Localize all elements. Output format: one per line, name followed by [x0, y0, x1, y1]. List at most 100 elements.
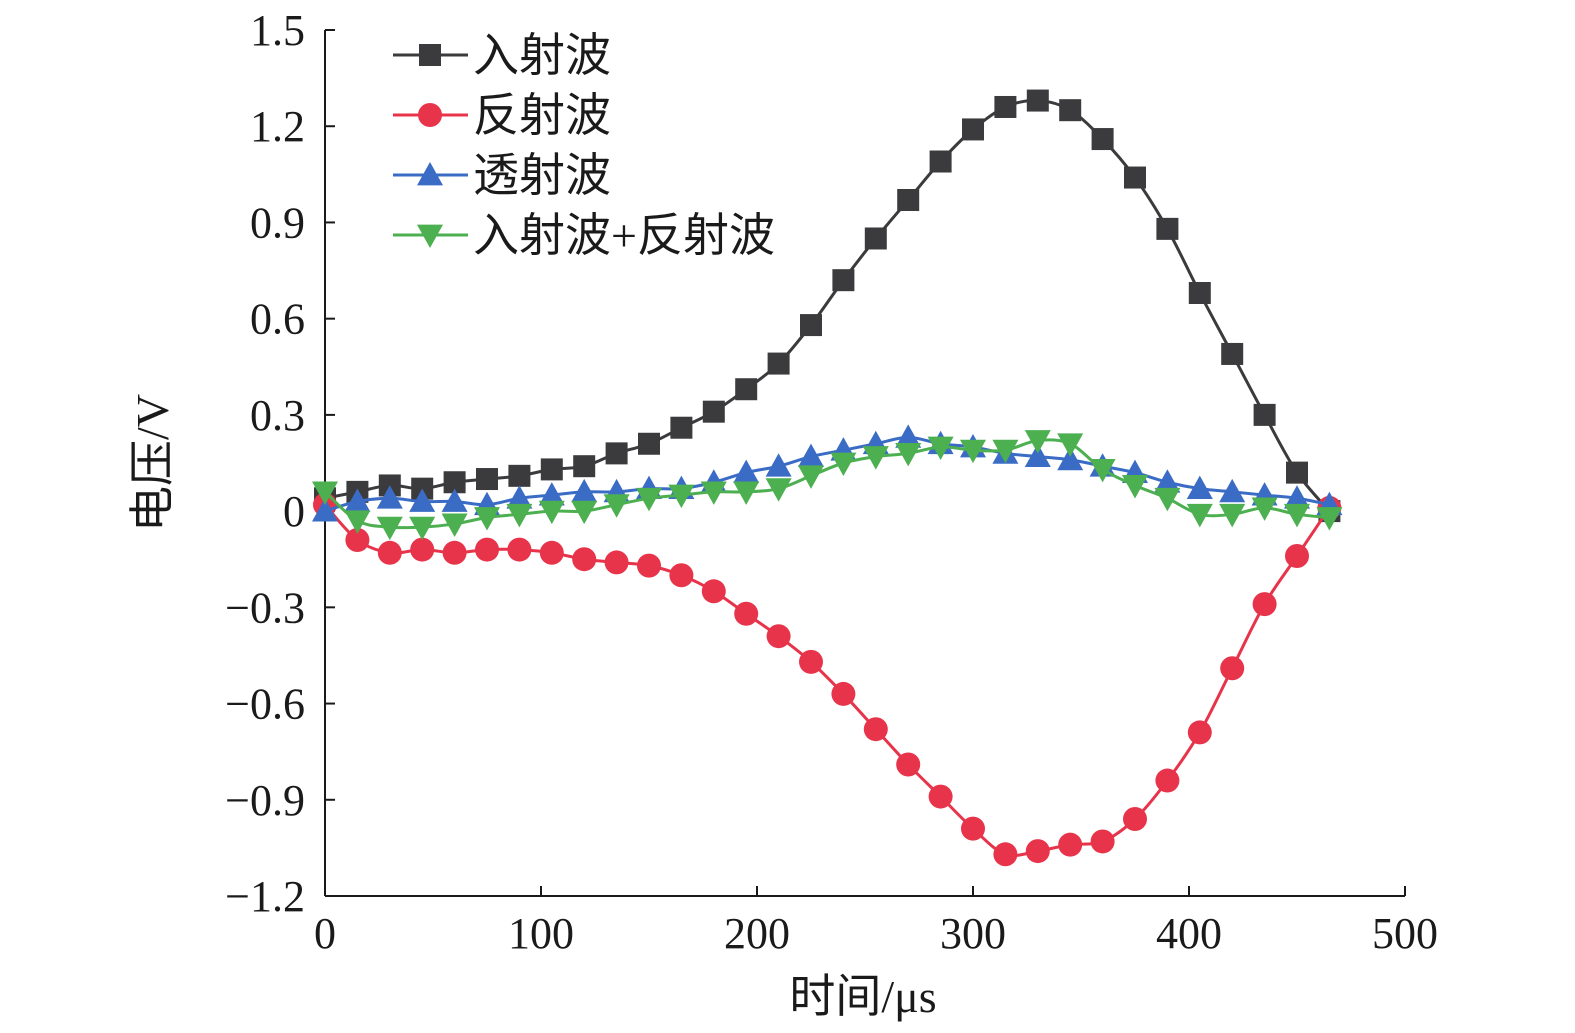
data-point	[700, 481, 727, 505]
data-point	[1187, 720, 1212, 745]
series-layer	[312, 89, 1343, 867]
data-point	[1089, 459, 1116, 483]
x-tick-label: 0	[314, 909, 336, 958]
x-tick-label: 300	[940, 909, 1006, 958]
x-tick-label: 200	[724, 909, 790, 958]
legend-marker	[417, 162, 443, 186]
data-point	[540, 458, 563, 481]
y-tick-label: −1.2	[225, 872, 305, 921]
data-point	[1186, 503, 1213, 528]
series-3	[312, 430, 1343, 541]
series-1	[313, 492, 1342, 867]
data-point	[443, 471, 466, 494]
data-point	[636, 487, 662, 512]
axes: −1.2 −0.9 −0.6 −0.3 0 0.3 0.6 0.9 1.2 1.5 0 100 200…	[225, 6, 1438, 958]
data-point	[765, 478, 792, 502]
data-point	[1186, 475, 1213, 500]
data-point	[735, 378, 758, 401]
data-point	[960, 439, 986, 464]
data-point	[441, 513, 468, 537]
x-tick-label: 400	[1156, 909, 1222, 958]
y-axis-title: 电压/V	[127, 394, 178, 532]
data-point	[1286, 461, 1308, 484]
data-point	[604, 550, 629, 575]
data-point	[1091, 128, 1114, 151]
data-point	[962, 118, 984, 141]
data-point	[1285, 544, 1309, 569]
data-point	[733, 481, 760, 505]
y-tick-label: 0.9	[250, 198, 305, 247]
series-0	[314, 89, 1341, 523]
legend-marker	[418, 103, 442, 127]
data-point	[1090, 829, 1115, 854]
data-point	[864, 227, 887, 250]
data-point	[637, 553, 661, 578]
data-point	[1252, 592, 1277, 617]
data-point	[1024, 443, 1051, 467]
legend-marker	[417, 224, 443, 248]
data-point	[474, 507, 500, 531]
data-point	[571, 500, 598, 525]
data-point	[538, 500, 565, 525]
data-point	[410, 537, 435, 562]
data-point	[1123, 807, 1147, 832]
data-point	[603, 494, 630, 518]
data-point	[1057, 433, 1084, 457]
y-tick-label: 1.2	[250, 102, 305, 151]
data-point	[928, 784, 953, 809]
data-point	[766, 624, 791, 649]
data-point	[1284, 485, 1310, 509]
data-point	[1122, 475, 1148, 499]
data-point	[767, 352, 790, 375]
x-axis-title: 时间/μs	[789, 971, 936, 1022]
y-tick-label: 0	[283, 487, 305, 536]
x-tick-label: 100	[508, 909, 574, 958]
data-point	[1059, 99, 1082, 122]
data-point	[377, 540, 402, 565]
y-tick-label: −0.6	[225, 680, 305, 729]
data-point	[669, 563, 694, 588]
legend-entry: 入射波+反射波	[393, 210, 775, 261]
data-point	[571, 478, 598, 503]
data-point	[1219, 503, 1246, 528]
data-point	[1026, 89, 1049, 112]
data-point	[668, 484, 695, 509]
data-point	[508, 464, 531, 487]
data-point	[1219, 478, 1246, 503]
data-point	[929, 150, 952, 173]
data-point	[895, 442, 922, 467]
data-point	[799, 649, 823, 674]
data-point	[895, 424, 922, 448]
data-point	[896, 752, 921, 777]
data-point	[994, 95, 1017, 118]
data-point	[506, 503, 533, 528]
data-point	[830, 452, 857, 476]
legend-label: 反射波	[473, 90, 611, 141]
data-point	[1058, 832, 1083, 857]
data-point	[506, 485, 533, 509]
y-ticks: −1.2 −0.9 −0.6 −0.3 0 0.3 0.6 0.9 1.2 1.5	[225, 6, 335, 921]
legend-label: 入射波+反射波	[473, 210, 775, 261]
data-point	[605, 442, 628, 465]
data-point	[993, 842, 1018, 867]
data-point	[345, 527, 370, 552]
data-point	[344, 510, 371, 534]
data-point	[539, 540, 564, 565]
data-point	[734, 601, 759, 626]
data-point	[1156, 217, 1179, 240]
data-point	[831, 681, 856, 706]
data-point	[476, 468, 498, 491]
data-point	[897, 188, 920, 211]
x-ticks: 0 100 200 300 400 500	[314, 886, 1438, 958]
data-point	[638, 432, 660, 455]
data-point	[1154, 487, 1181, 512]
data-point	[1316, 507, 1343, 531]
data-point	[344, 488, 371, 512]
series-line	[324, 435, 1330, 513]
data-point	[670, 416, 693, 439]
data-point	[1025, 839, 1050, 864]
data-point	[1253, 403, 1276, 426]
legend-label: 透射波	[473, 150, 611, 201]
